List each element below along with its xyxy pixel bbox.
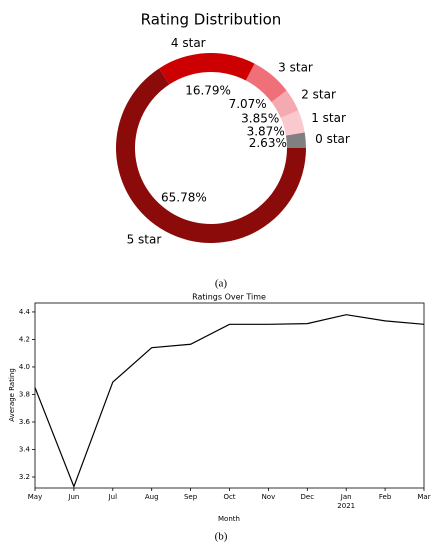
y-tick-label: 3.2 xyxy=(19,473,30,481)
value-label: 16.79% xyxy=(185,84,231,98)
wedge xyxy=(159,52,255,85)
line xyxy=(34,314,425,489)
y-tick-label: 3.6 xyxy=(19,418,31,426)
x-tick-label: May xyxy=(28,493,42,501)
caption: (a) xyxy=(215,278,228,290)
x-tick-label: Jun xyxy=(67,493,79,501)
wedge xyxy=(280,110,305,136)
wedge xyxy=(285,132,306,148)
x-tick-label: Jul xyxy=(108,493,118,501)
x-tick-year: 2021 xyxy=(337,502,355,510)
pie-title: Rating Distribution xyxy=(141,11,282,29)
x-tick-label: Aug xyxy=(145,493,159,501)
caption: (b) xyxy=(215,531,228,543)
y-tick-label: 4.2 xyxy=(19,335,30,343)
x-tick-label: Nov xyxy=(262,493,276,501)
y-tick-label: 4.0 xyxy=(19,363,30,371)
wedge xyxy=(271,90,299,118)
x-tick-label: Jan xyxy=(340,493,352,501)
wedge xyxy=(245,63,287,102)
y-tick-label: 3.4 xyxy=(19,445,31,453)
x-tick-label: Oct xyxy=(223,493,235,501)
category-label: 0 star xyxy=(315,132,350,146)
value-label: 7.07% xyxy=(229,97,267,111)
value-label: 3.87% xyxy=(247,124,285,138)
value-label: 2.63% xyxy=(249,136,287,150)
plot-frame xyxy=(34,302,425,489)
category-label: 4 star xyxy=(171,36,206,50)
line-title: Ratings Over Time xyxy=(192,293,266,302)
value-label: 65.78% xyxy=(161,191,207,205)
y-tick-label: 4.4 xyxy=(19,308,31,316)
x-tick-label: Feb xyxy=(379,493,392,501)
x-tick-label: Mar xyxy=(417,493,430,501)
category-label: 3 star xyxy=(278,60,313,74)
x-tick-label: Sep xyxy=(184,493,198,501)
y-axis-label: Average Rating xyxy=(8,368,16,422)
category-label: 1 star xyxy=(311,111,346,125)
y-tick-label: 3.8 xyxy=(19,390,30,398)
category-label: 5 star xyxy=(127,232,162,246)
x-tick-label: Dec xyxy=(301,493,315,501)
x-axis-label: Month xyxy=(218,515,240,523)
value-label: 3.85% xyxy=(241,112,279,126)
category-label: 2 star xyxy=(301,88,336,102)
